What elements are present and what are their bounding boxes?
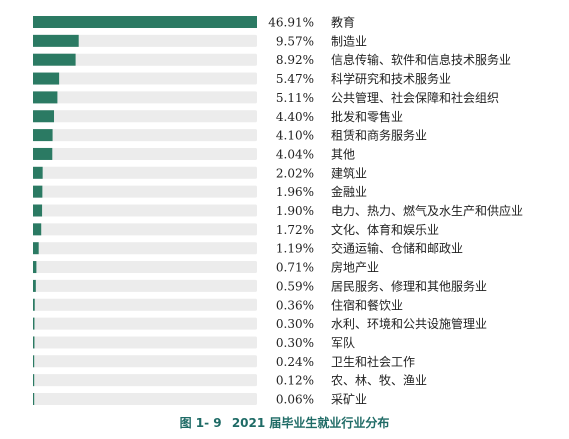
value-label: 2.02% xyxy=(276,166,314,180)
value-label: 8.92% xyxy=(276,53,314,67)
category-label: 房地产业 xyxy=(331,260,379,275)
industry-bar-chart: 46.91% 教育 9.57% 制造业 8.92% 信息传输、软件和信息技术服务业 5.47… xyxy=(33,15,523,407)
bar-track xyxy=(33,72,257,85)
value-label: 0.59% xyxy=(276,279,314,293)
bar-track xyxy=(33,298,257,311)
value-label: 0.30% xyxy=(276,336,314,350)
value-label: 46.91% xyxy=(268,16,314,30)
bar xyxy=(33,279,36,292)
figure-number: 图 1- 9 xyxy=(179,416,222,430)
bar-track xyxy=(33,110,257,123)
value-label: 0.36% xyxy=(276,298,314,312)
bar xyxy=(33,298,35,311)
bar xyxy=(33,355,35,368)
category-label: 居民服务、修理和其他服务业 xyxy=(331,278,487,293)
category-label: 文化、体育和娱乐业 xyxy=(331,222,439,237)
bar-track xyxy=(33,147,257,160)
bar-track xyxy=(33,261,257,274)
bar-track xyxy=(33,166,257,179)
value-label: 5.11% xyxy=(276,91,314,105)
category-label: 电力、热力、燃气及水生产和供应业 xyxy=(331,203,523,218)
bar-track xyxy=(33,317,257,330)
bar-track xyxy=(33,242,257,255)
value-label: 1.90% xyxy=(276,204,314,218)
bar xyxy=(33,204,43,217)
bar xyxy=(33,147,53,160)
category-label: 教育 xyxy=(331,15,355,30)
category-label: 公共管理、社会保障和社会组织 xyxy=(331,90,499,105)
bar xyxy=(33,185,43,198)
bar-track xyxy=(33,223,257,236)
bar xyxy=(33,110,55,123)
bar-track xyxy=(33,129,257,142)
category-label: 科学研究和技术服务业 xyxy=(331,71,451,86)
value-label: 0.24% xyxy=(276,355,314,369)
category-label: 卫生和社会工作 xyxy=(331,354,415,369)
bar xyxy=(33,242,39,255)
bar xyxy=(33,393,35,405)
bar xyxy=(33,261,37,274)
bar xyxy=(33,91,58,104)
category-label: 农、林、牧、渔业 xyxy=(331,374,427,388)
category-label: 信息传输、软件和信息技术服务业 xyxy=(331,52,511,67)
bar-track xyxy=(33,279,257,292)
category-label: 军队 xyxy=(331,335,355,350)
bar xyxy=(33,317,35,330)
value-label: 1.72% xyxy=(276,223,314,237)
bar xyxy=(33,374,35,387)
category-label: 其他 xyxy=(331,147,355,161)
category-label: 水利、环境和公共设施管理业 xyxy=(331,316,487,331)
value-label: 0.30% xyxy=(276,317,314,331)
bar xyxy=(33,34,79,47)
value-label: 4.40% xyxy=(276,110,314,124)
bar-track xyxy=(33,355,257,368)
bar xyxy=(33,129,53,142)
bar-track xyxy=(33,393,257,405)
category-label: 制造业 xyxy=(331,34,367,48)
bar-track xyxy=(33,185,257,198)
bar-track xyxy=(33,336,257,349)
bar xyxy=(33,223,42,236)
chart-caption: 图 1- 9 2021 届毕业生就业行业分布 xyxy=(0,414,569,431)
bar xyxy=(33,16,257,28)
value-label: 1.19% xyxy=(276,242,314,256)
bar-track xyxy=(33,34,257,47)
bar-track xyxy=(33,91,257,104)
value-label: 0.06% xyxy=(276,393,314,407)
bar-track xyxy=(33,204,257,217)
category-label: 批发和零售业 xyxy=(331,109,403,124)
value-label: 0.71% xyxy=(276,261,314,275)
bar xyxy=(33,72,60,85)
category-label: 金融业 xyxy=(331,184,367,199)
value-label: 9.57% xyxy=(276,34,314,48)
bar xyxy=(33,53,76,66)
bar xyxy=(33,336,35,349)
category-label: 交通运输、仓储和邮政业 xyxy=(331,241,463,256)
category-label: 住宿和餐饮业 xyxy=(331,297,403,312)
bar xyxy=(33,166,43,179)
bar-track xyxy=(33,374,257,387)
value-label: 5.47% xyxy=(276,72,314,86)
value-label: 1.96% xyxy=(276,185,314,199)
bar-track xyxy=(33,53,257,66)
value-label: 4.10% xyxy=(276,129,314,143)
category-label: 建筑业 xyxy=(331,165,367,180)
value-label: 0.12% xyxy=(276,374,314,388)
category-label: 采矿业 xyxy=(331,393,367,407)
chart-title: 2021 届毕业生就业行业分布 xyxy=(231,416,390,430)
category-label: 租赁和商务服务业 xyxy=(331,128,427,143)
value-label: 4.04% xyxy=(276,147,314,161)
